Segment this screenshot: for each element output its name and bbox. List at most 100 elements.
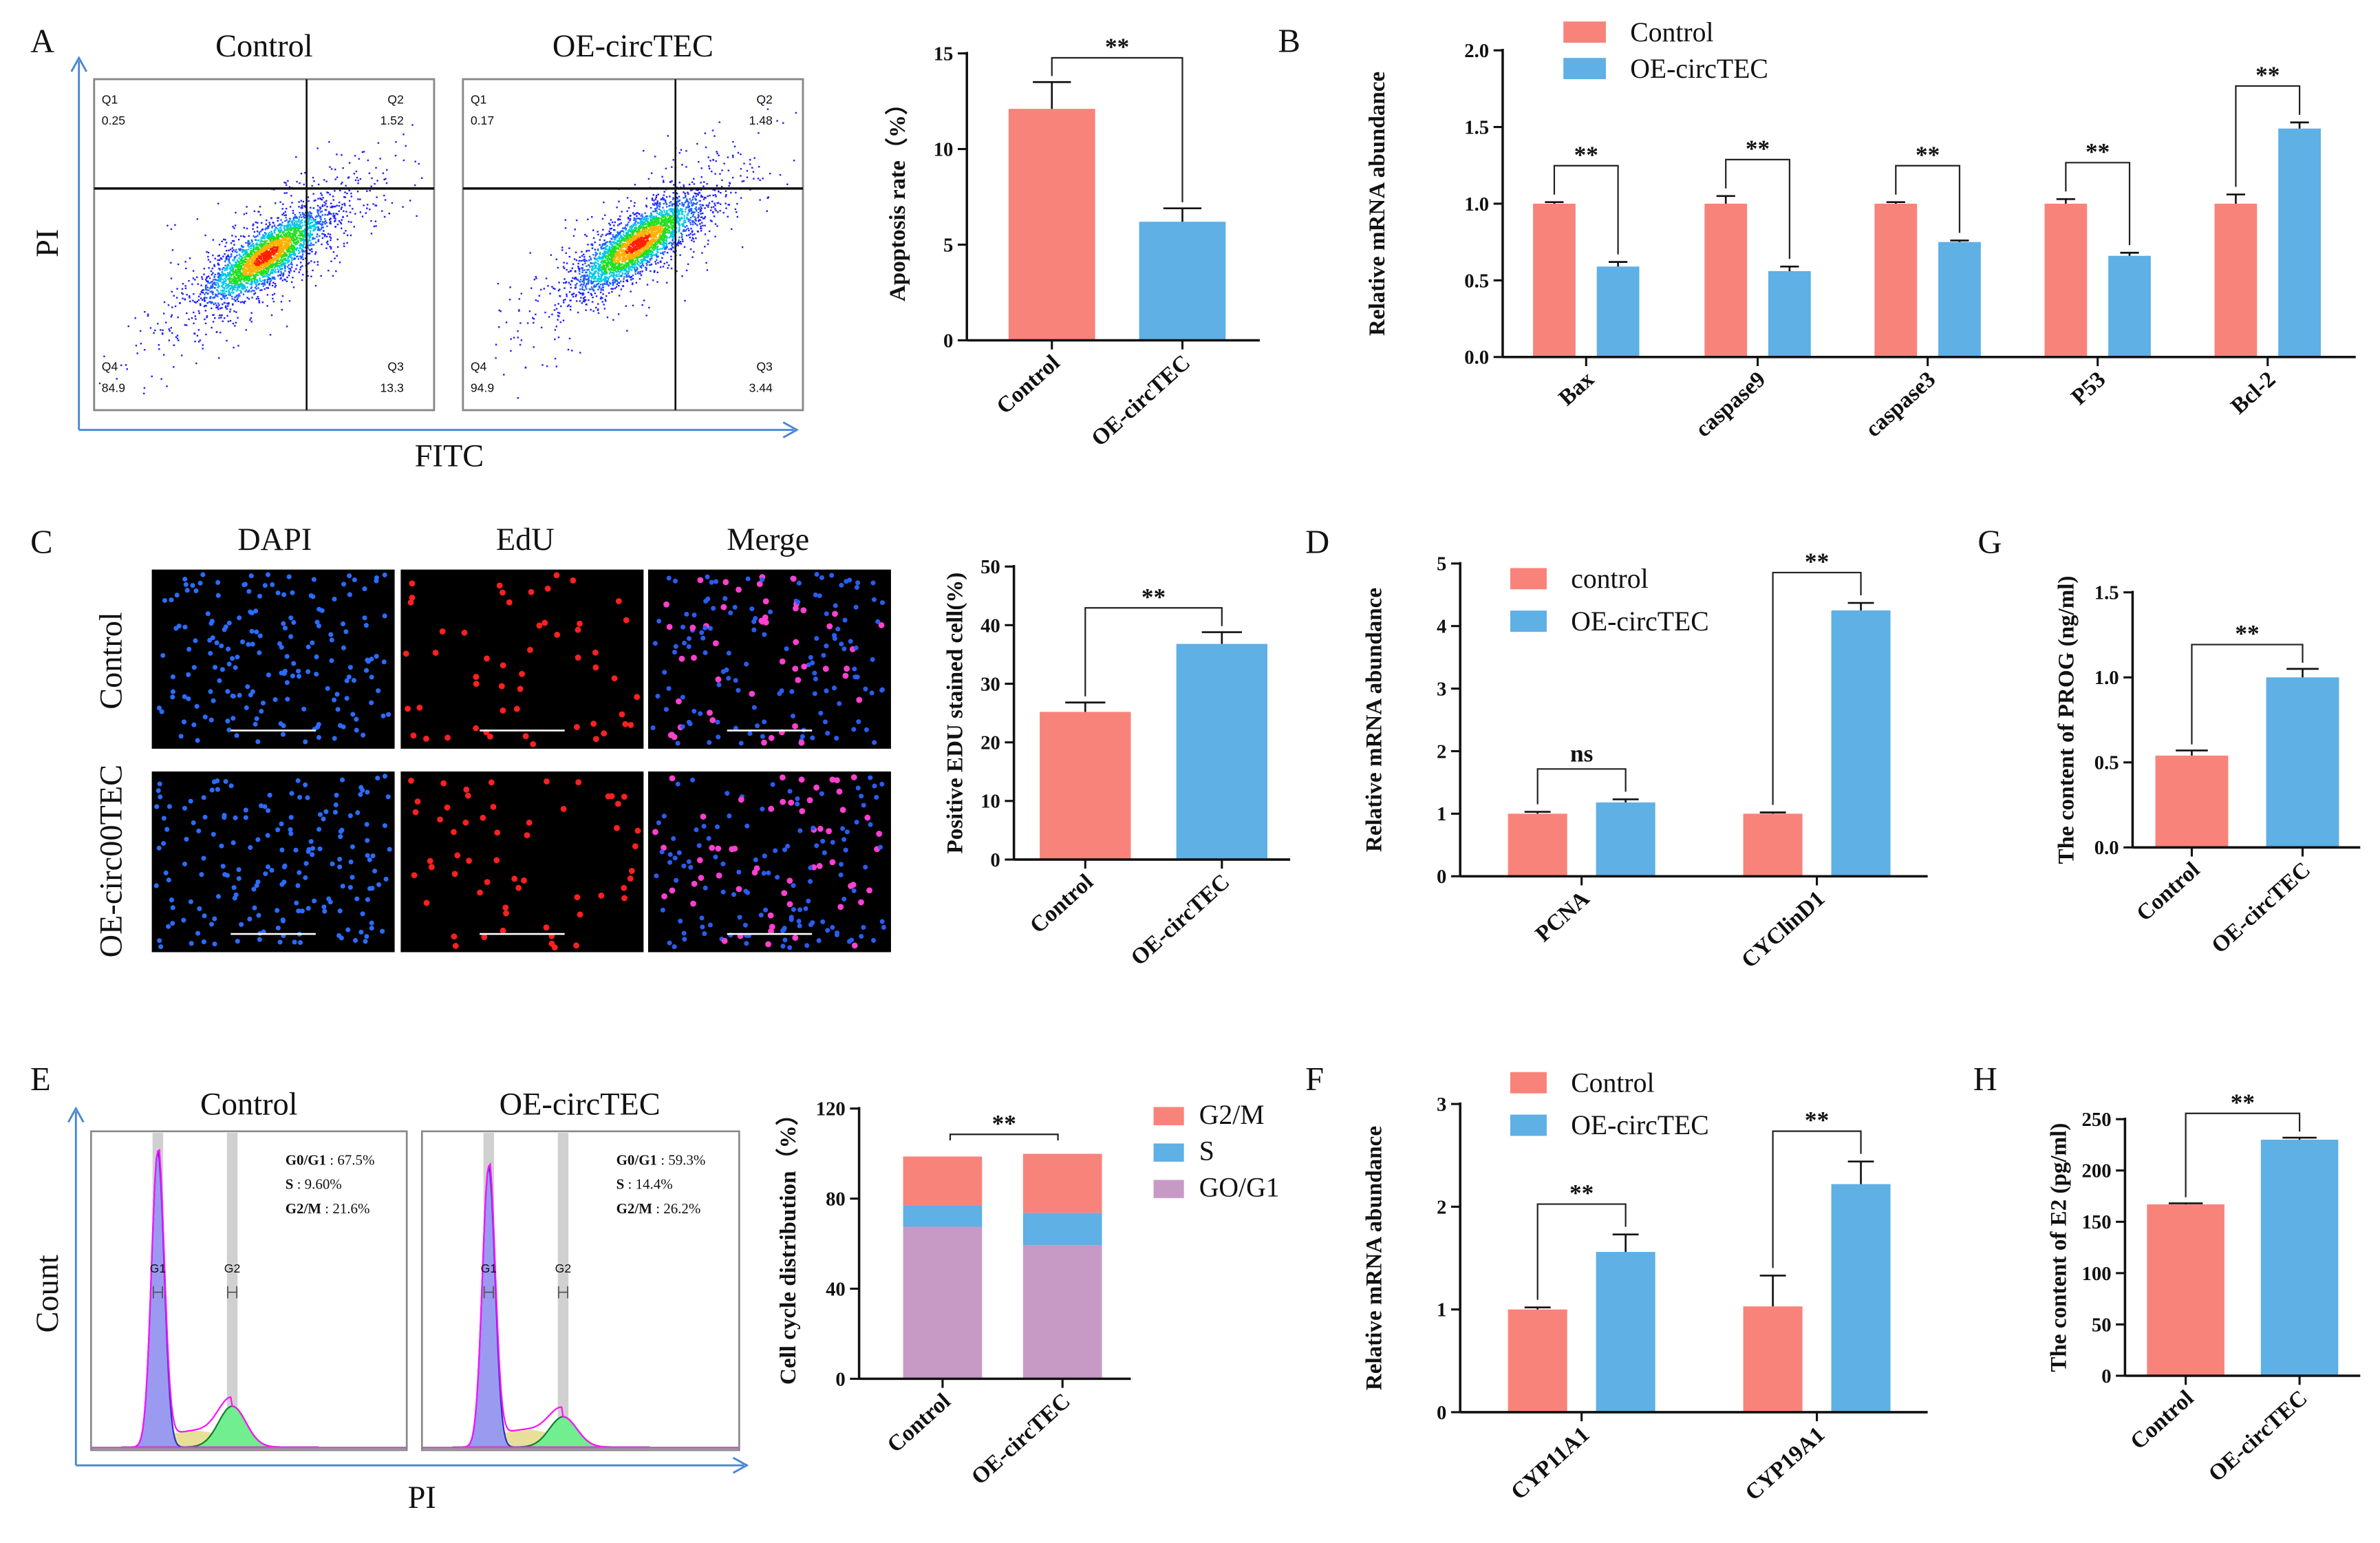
event-dot <box>171 249 174 251</box>
event-dot <box>348 162 351 164</box>
event-dot <box>353 173 355 175</box>
event-dot <box>287 224 290 226</box>
event-dot <box>252 273 255 275</box>
event-dot <box>272 281 275 284</box>
event-dot <box>627 273 630 275</box>
event-dot <box>638 222 641 224</box>
event-dot <box>655 224 657 227</box>
event-dot <box>253 262 255 264</box>
event-dot <box>313 200 315 202</box>
event-dot <box>695 195 698 198</box>
event-dot <box>597 288 599 291</box>
event-dot <box>268 255 271 257</box>
event-dot <box>271 226 273 228</box>
event-dot <box>255 268 257 270</box>
event-dot <box>116 378 118 380</box>
event-dot <box>217 284 219 286</box>
event-dot <box>285 242 288 244</box>
event-dot <box>232 269 234 272</box>
event-dot <box>237 264 239 266</box>
event-dot <box>671 211 674 213</box>
event-dot <box>681 217 683 220</box>
event-dot <box>229 310 231 313</box>
event-dot <box>595 265 597 267</box>
event-dot <box>233 346 235 349</box>
event-dot <box>255 272 257 274</box>
event-dot <box>663 224 665 227</box>
event-dot <box>286 244 288 247</box>
event-dot <box>248 272 250 274</box>
event-dot <box>222 286 224 289</box>
event-dot <box>640 236 642 238</box>
event-dot <box>685 228 688 231</box>
event-dot <box>204 318 206 321</box>
event-dot <box>276 241 279 244</box>
event-dot <box>287 223 289 225</box>
event-dot <box>304 171 306 174</box>
event-dot <box>614 235 617 237</box>
event-dot <box>263 279 266 281</box>
event-dot <box>248 246 250 248</box>
event-dot <box>676 202 678 205</box>
event-dot <box>266 262 269 264</box>
event-dot <box>365 212 367 214</box>
event-dot <box>283 264 286 266</box>
event-dot <box>288 300 291 302</box>
event-dot <box>630 225 633 227</box>
event-dot <box>217 283 219 285</box>
event-dot <box>283 253 286 255</box>
event-dot <box>619 280 622 283</box>
event-dot <box>674 215 676 217</box>
event-dot <box>269 334 272 336</box>
event-dot <box>631 242 634 244</box>
event-dot <box>233 271 235 273</box>
event-dot <box>581 286 583 288</box>
event-dot <box>240 272 243 275</box>
event-dot <box>356 176 358 179</box>
event-dot <box>283 278 286 281</box>
event-dot <box>234 296 236 299</box>
event-dot <box>327 233 330 235</box>
event-dot <box>588 259 590 262</box>
event-dot <box>278 250 281 252</box>
event-dot <box>231 253 233 255</box>
event-dot <box>652 217 654 219</box>
event-dot <box>267 270 269 273</box>
event-dot <box>257 244 259 246</box>
event-dot <box>319 216 321 219</box>
event-dot <box>671 219 674 221</box>
event-dot <box>246 227 248 230</box>
event-dot <box>685 196 687 199</box>
event-dot <box>256 280 258 282</box>
event-dot <box>654 253 657 255</box>
event-dot <box>632 277 634 280</box>
event-dot <box>246 273 248 275</box>
event-dot <box>232 270 234 273</box>
event-dot <box>229 262 231 264</box>
event-dot <box>288 253 291 255</box>
event-dot <box>299 237 301 240</box>
event-dot <box>182 283 184 285</box>
event-dot <box>275 242 277 244</box>
quadrant-name: Q1 <box>102 92 118 106</box>
event-dot <box>614 255 616 257</box>
event-dot <box>291 259 293 262</box>
event-dot <box>235 281 237 283</box>
event-dot <box>163 301 166 304</box>
event-dot <box>208 282 211 284</box>
event-dot <box>640 245 642 247</box>
event-dot <box>370 220 372 222</box>
event-dot <box>264 258 266 260</box>
event-dot <box>237 282 239 284</box>
event-dot <box>281 260 284 262</box>
event-dot <box>234 224 237 226</box>
event-dot <box>294 243 297 246</box>
event-dot <box>660 221 662 223</box>
event-dot <box>636 238 639 241</box>
event-dot <box>608 273 611 275</box>
event-dot <box>647 237 650 239</box>
event-dot <box>634 246 636 248</box>
event-dot <box>610 262 612 264</box>
event-dot <box>600 276 603 279</box>
event-dot <box>189 257 191 259</box>
